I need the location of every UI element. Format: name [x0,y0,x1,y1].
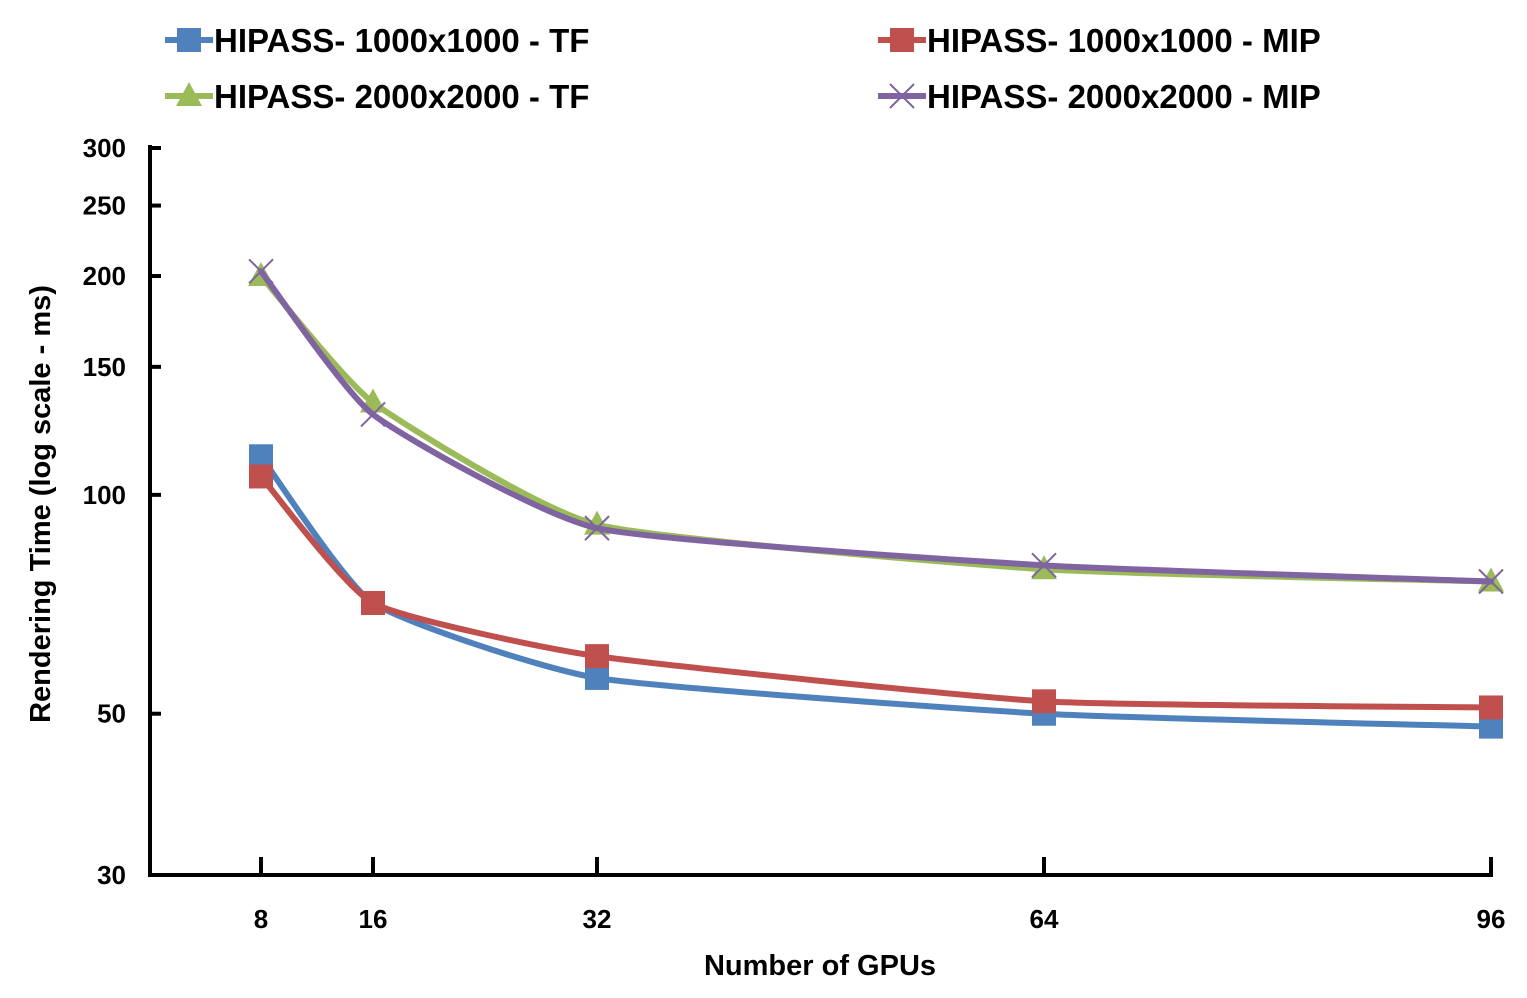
series-2 [249,464,1503,720]
y-tick-label: 50 [97,699,126,729]
legend-label: HIPASS- 2000x2000 - MIP [927,78,1321,115]
series-line [258,273,1494,585]
x-tick-label: 64 [1030,904,1059,934]
legend-marker [176,82,202,106]
y-tick-label: 30 [97,860,126,890]
x-tick-label: 32 [583,904,612,934]
data-point [361,591,385,616]
data-point [249,444,273,469]
series-3 [248,262,1504,592]
legend-marker [889,83,915,109]
legend-item: HIPASS- 1000x1000 - TF [165,22,589,59]
x-tick-label: 16 [359,904,388,934]
data-point [249,464,273,489]
legend-item: HIPASS- 2000x2000 - TF [165,78,589,115]
legend-label: HIPASS- 2000x2000 - TF [214,78,589,115]
legend-label: HIPASS- 1000x1000 - MIP [927,22,1321,59]
data-point [584,515,610,541]
data-point [1479,695,1503,720]
series-layer [248,258,1504,739]
data-point [585,644,609,669]
series-line [258,268,1494,585]
y-tick-label: 300 [83,133,126,163]
axes: 30 50 100 150 200 250 300 8 16 32 64 96 [83,133,1506,934]
data-point [248,258,274,285]
x-tick-label: 96 [1477,904,1506,934]
legend-marker [177,28,201,52]
series-line [258,473,1494,711]
y-tick-label: 250 [83,191,126,221]
legend-label: HIPASS- 1000x1000 - TF [214,22,589,59]
y-axis-title: Rendering Time (log scale - ms) [25,285,57,723]
legend-item: HIPASS- 2000x2000 - MIP [878,78,1321,115]
x-tick-label: 8 [254,904,268,934]
y-tick-label: 200 [83,261,126,291]
series-1 [249,444,1503,739]
y-tick-label: 100 [83,480,126,510]
legend: HIPASS- 1000x1000 - TF HIPASS- 1000x1000 … [165,22,1321,115]
data-point [1032,689,1056,714]
legend-item: HIPASS- 1000x1000 - MIP [878,22,1321,59]
series-4 [248,258,1504,595]
data-point [1031,552,1057,579]
x-axis-title: Number of GPUs [704,950,936,982]
data-point [585,665,609,690]
data-point [1478,568,1504,595]
y-tick-label: 150 [83,352,126,382]
data-point [360,401,386,428]
legend-marker [890,28,914,52]
